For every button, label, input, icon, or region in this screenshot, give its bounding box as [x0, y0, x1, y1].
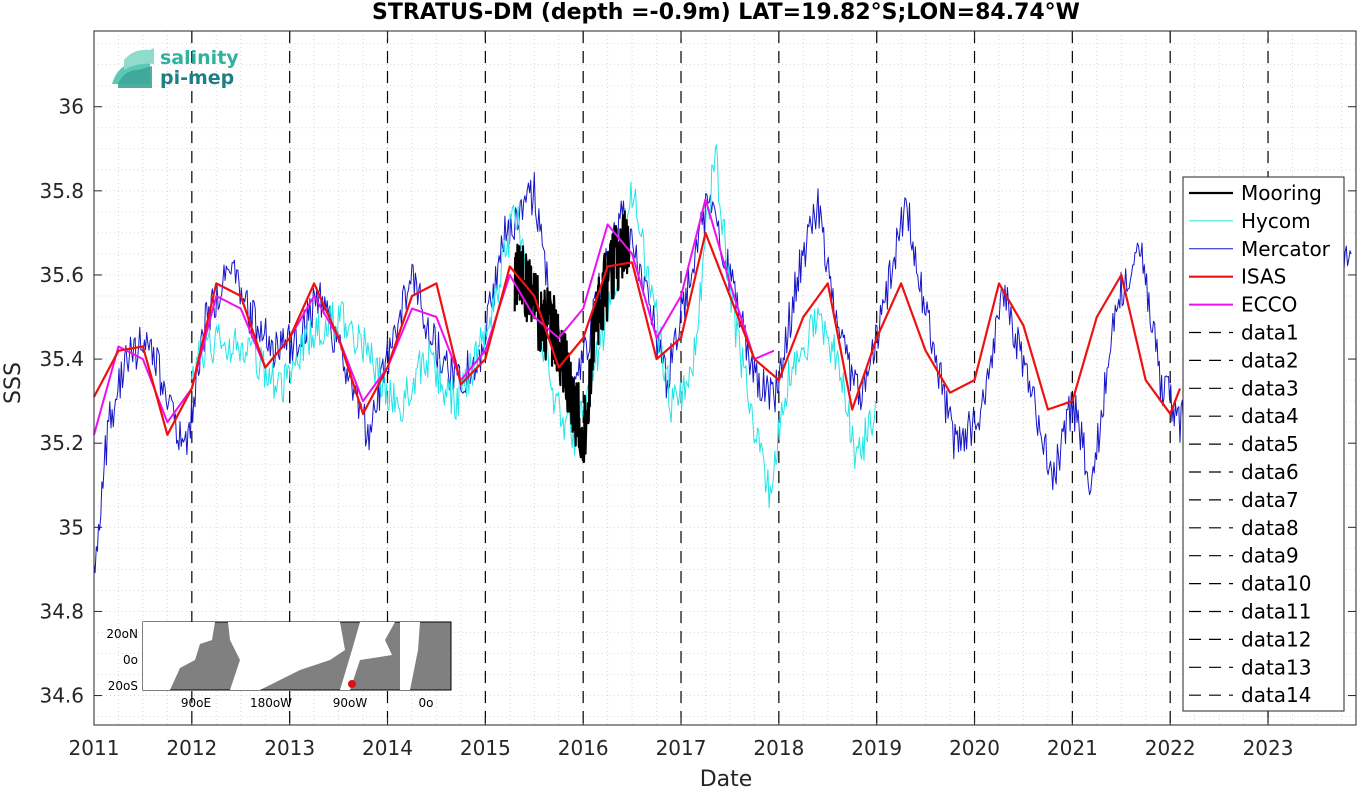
- x-tick-label: 2021: [1047, 736, 1098, 760]
- legend-label-data14: data14: [1241, 683, 1312, 707]
- x-tick-label: 2011: [69, 736, 120, 760]
- map-ylabel-20n: 20oN: [106, 627, 138, 641]
- legend-label-data13: data13: [1241, 655, 1312, 679]
- plot-area: [94, 31, 1356, 725]
- inset-map: 20oN 0o 20oS 90oE 180oW 90oW 0o: [106, 621, 452, 710]
- x-tick-label: 2018: [753, 736, 804, 760]
- legend-label-data11: data11: [1241, 600, 1312, 624]
- x-tick-label: 2013: [264, 736, 315, 760]
- map-ylabel-20s: 20oS: [108, 679, 138, 693]
- x-axis-label: Date: [700, 767, 753, 790]
- legend-label-data6: data6: [1241, 460, 1299, 484]
- legend-label-data5: data5: [1241, 432, 1299, 456]
- map-xlabel-90w: 90oW: [333, 696, 368, 710]
- y-tick-label: 35.4: [39, 347, 84, 371]
- legend-label-hycom: Hycom: [1241, 209, 1311, 233]
- x-tick-label: 2022: [1145, 736, 1196, 760]
- chart-legend: Mooring Hycom Mercator ISAS ECCO data1 data2 da…: [1182, 176, 1345, 712]
- x-tick-label: 2014: [362, 736, 413, 760]
- map-xlabel-0: 0o: [419, 696, 434, 710]
- legend-label-data9: data9: [1241, 544, 1299, 568]
- chart-title: STRATUS-DM (depth =-0.9m) LAT=19.82°S;LO…: [372, 0, 1080, 25]
- legend-label-data4: data4: [1241, 404, 1299, 428]
- y-tick-label: 35.8: [39, 179, 84, 203]
- series-line-isas: [93, 231, 1182, 436]
- series-line-ecco: [93, 198, 775, 436]
- legend-label-data3: data3: [1241, 376, 1299, 400]
- y-axis-label: SSS: [1, 362, 26, 404]
- y-tick-label: 35.6: [39, 263, 84, 287]
- series-line-mooring: [513, 210, 631, 463]
- legend-label-data12: data12: [1241, 627, 1312, 651]
- map-xlabel-90e: 90oE: [181, 696, 211, 710]
- salinity-pimep-logo: salinity pi-mep: [112, 47, 239, 89]
- legend-label-isas: ISAS: [1241, 265, 1286, 289]
- legend-label-data1: data1: [1241, 321, 1299, 345]
- x-tick-label: 2017: [656, 736, 707, 760]
- y-tick-label: 35: [59, 515, 84, 539]
- x-tick-label: 2016: [558, 736, 609, 760]
- logo-line2: pi-mep: [160, 67, 234, 89]
- legend-label-data2: data2: [1241, 348, 1299, 372]
- x-tick-label: 2020: [949, 736, 1000, 760]
- logo-line1: salinity: [160, 47, 239, 69]
- x-tick-label: 2023: [1243, 736, 1294, 760]
- legend-label-mooring: Mooring: [1241, 181, 1322, 205]
- x-tick-label: 2015: [460, 736, 511, 760]
- map-xlabel-180w: 180oW: [250, 696, 292, 710]
- legend-label-data7: data7: [1241, 488, 1299, 512]
- legend-label-data8: data8: [1241, 516, 1299, 540]
- plot-frame: [93, 30, 1357, 726]
- y-tick-label: 34.6: [39, 684, 84, 708]
- y-tick-label: 36: [59, 95, 84, 119]
- x-tick-label: 2019: [851, 736, 902, 760]
- x-tick-label: 2012: [166, 736, 217, 760]
- y-tick-label: 35.2: [39, 431, 84, 455]
- y-tick-label: 34.8: [39, 599, 84, 623]
- legend-label-data10: data10: [1241, 572, 1312, 596]
- legend-label-mercator: Mercator: [1241, 237, 1331, 261]
- map-ylabel-0: 0o: [123, 653, 138, 667]
- legend-label-ecco: ECCO: [1241, 293, 1297, 317]
